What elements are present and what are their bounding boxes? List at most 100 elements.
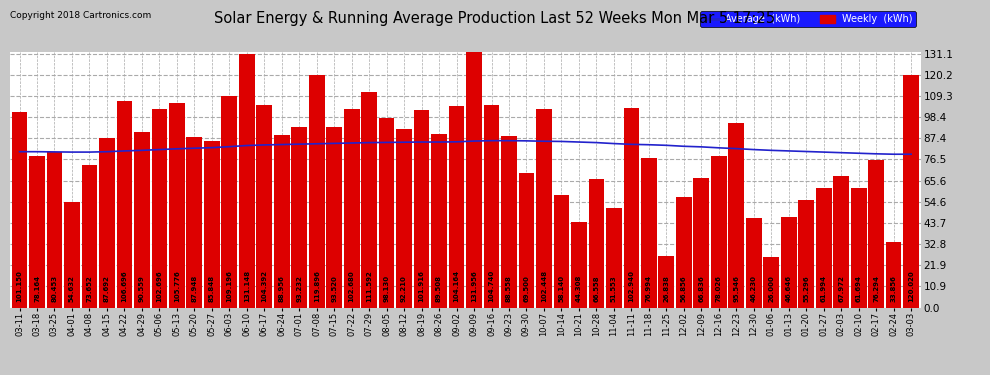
Bar: [47, 152, 62, 308]
Bar: [309, 75, 325, 308]
Bar: [850, 188, 866, 308]
Bar: [624, 108, 640, 307]
Text: 131.956: 131.956: [471, 270, 477, 302]
Bar: [432, 134, 446, 308]
Text: 66.836: 66.836: [698, 275, 704, 302]
Text: 55.296: 55.296: [803, 275, 809, 302]
Bar: [676, 198, 692, 308]
Text: 88.956: 88.956: [279, 275, 285, 302]
Bar: [537, 109, 551, 307]
Text: 104.164: 104.164: [453, 270, 459, 302]
Bar: [186, 137, 202, 308]
Bar: [868, 160, 884, 308]
Text: 131.148: 131.148: [244, 270, 249, 302]
Text: 78.164: 78.164: [34, 274, 40, 302]
Bar: [379, 118, 394, 308]
Text: 90.559: 90.559: [139, 275, 145, 302]
Legend: Average  (kWh), Weekly  (kWh): Average (kWh), Weekly (kWh): [700, 12, 916, 27]
Text: 85.848: 85.848: [209, 274, 215, 302]
Bar: [396, 129, 412, 308]
Bar: [222, 96, 238, 308]
Text: 87.948: 87.948: [191, 274, 197, 302]
Text: 76.294: 76.294: [873, 275, 879, 302]
Bar: [204, 141, 220, 308]
Text: 51.553: 51.553: [611, 275, 617, 302]
Text: 88.558: 88.558: [506, 275, 512, 302]
Text: 93.520: 93.520: [332, 275, 338, 302]
Bar: [117, 101, 133, 308]
Text: 104.392: 104.392: [261, 270, 267, 302]
Bar: [291, 127, 307, 308]
Bar: [327, 126, 343, 308]
Text: 87.692: 87.692: [104, 275, 110, 302]
Bar: [344, 109, 359, 308]
Text: 95.546: 95.546: [734, 275, 740, 302]
Bar: [256, 105, 272, 308]
Text: 78.026: 78.026: [716, 275, 722, 302]
Text: 102.448: 102.448: [541, 270, 546, 302]
Text: 46.230: 46.230: [750, 275, 756, 302]
Bar: [729, 123, 744, 308]
Text: 104.740: 104.740: [488, 270, 495, 302]
Bar: [448, 106, 464, 308]
Text: 80.453: 80.453: [51, 274, 57, 302]
Text: 101.916: 101.916: [419, 270, 425, 302]
Bar: [361, 92, 377, 308]
Bar: [519, 173, 535, 308]
Bar: [571, 222, 587, 308]
Bar: [134, 132, 149, 308]
Bar: [239, 54, 254, 307]
Bar: [81, 165, 97, 308]
Bar: [12, 112, 28, 308]
Text: 44.308: 44.308: [576, 274, 582, 302]
Bar: [903, 75, 919, 308]
Text: 54.632: 54.632: [69, 275, 75, 302]
Text: 61.694: 61.694: [855, 275, 861, 302]
Bar: [501, 136, 517, 308]
Text: 26.838: 26.838: [663, 275, 669, 302]
Bar: [693, 178, 709, 308]
Text: 106.696: 106.696: [122, 270, 128, 302]
Text: Solar Energy & Running Average Production Last 52 Weeks Mon Mar 5 17:25: Solar Energy & Running Average Productio…: [215, 11, 775, 26]
Bar: [745, 218, 761, 308]
Bar: [834, 176, 849, 308]
Text: 76.994: 76.994: [645, 274, 651, 302]
Text: 102.940: 102.940: [629, 270, 635, 302]
Bar: [588, 178, 604, 308]
Text: 89.508: 89.508: [436, 275, 443, 302]
Text: 56.856: 56.856: [681, 275, 687, 302]
Text: 92.210: 92.210: [401, 275, 407, 302]
Bar: [414, 110, 430, 308]
Bar: [658, 255, 674, 308]
Text: 66.558: 66.558: [593, 275, 599, 302]
Text: 58.140: 58.140: [558, 274, 564, 302]
Text: 46.646: 46.646: [786, 275, 792, 302]
Bar: [711, 156, 727, 308]
Text: 102.680: 102.680: [348, 270, 354, 302]
Text: 109.196: 109.196: [227, 270, 233, 302]
Text: 69.500: 69.500: [524, 275, 530, 302]
Bar: [641, 159, 656, 308]
Text: 93.232: 93.232: [296, 275, 302, 302]
Text: 98.130: 98.130: [384, 274, 390, 302]
Bar: [553, 195, 569, 308]
Bar: [466, 52, 482, 308]
Text: 61.994: 61.994: [821, 274, 827, 302]
Bar: [606, 208, 622, 308]
Text: 111.592: 111.592: [366, 270, 372, 302]
Text: Copyright 2018 Cartronics.com: Copyright 2018 Cartronics.com: [10, 11, 151, 20]
Bar: [781, 217, 797, 308]
Text: 73.652: 73.652: [86, 275, 92, 302]
Bar: [99, 138, 115, 308]
Text: 67.972: 67.972: [839, 275, 844, 302]
Bar: [64, 202, 80, 308]
Text: 120.020: 120.020: [908, 270, 914, 302]
Text: 105.776: 105.776: [174, 270, 180, 302]
Bar: [29, 156, 45, 308]
Bar: [798, 201, 814, 308]
Bar: [816, 188, 832, 308]
Text: 102.696: 102.696: [156, 270, 162, 302]
Bar: [169, 103, 185, 308]
Bar: [886, 242, 902, 308]
Bar: [763, 257, 779, 307]
